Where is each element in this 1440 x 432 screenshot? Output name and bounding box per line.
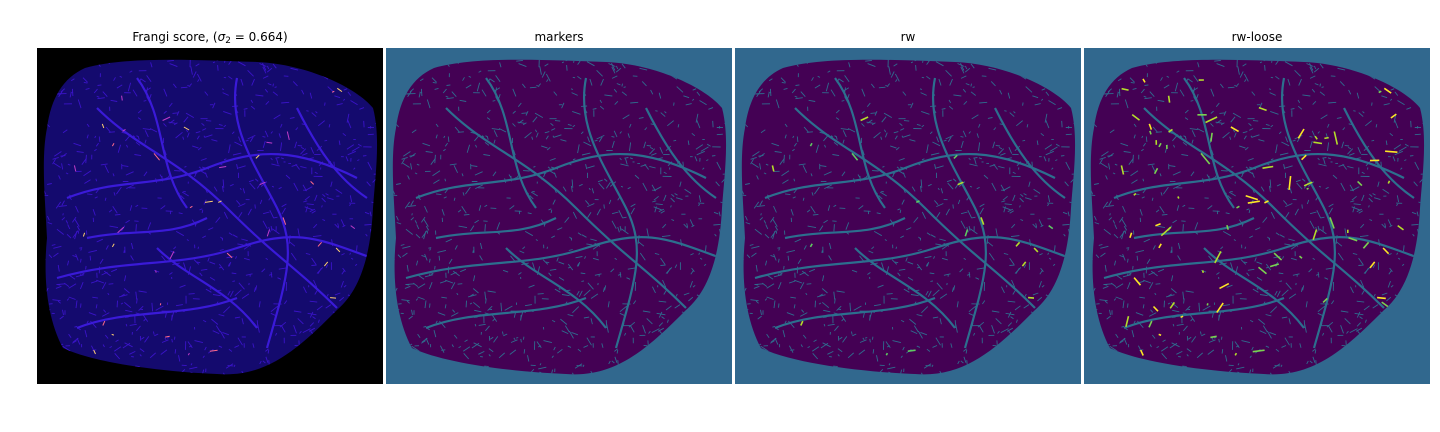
tissue-texture xyxy=(392,59,727,375)
vessel xyxy=(156,247,258,329)
vessel xyxy=(66,152,358,200)
vessel xyxy=(794,107,1036,309)
panel-title-frangi: Frangi score, (σ2 = 0.664) xyxy=(132,30,288,46)
vessel xyxy=(582,77,639,349)
vessel xyxy=(834,77,886,209)
vessel xyxy=(96,107,338,309)
panel-title-rw-loose: rw-loose xyxy=(1231,30,1283,44)
vessel xyxy=(1113,152,1405,200)
vessel xyxy=(1133,217,1255,240)
vessel xyxy=(405,235,722,280)
vessel xyxy=(645,107,717,199)
vessel xyxy=(136,77,188,209)
vessel xyxy=(76,296,238,330)
vessel xyxy=(854,247,956,329)
highlight-marks xyxy=(73,87,356,356)
vessel xyxy=(296,107,368,199)
markers-image xyxy=(386,48,732,384)
vessel xyxy=(505,247,607,329)
rw-loose-image xyxy=(1084,48,1430,384)
panel-title-rw: rw xyxy=(900,30,916,44)
frangi-score-image xyxy=(37,48,383,384)
highlight-marks xyxy=(771,116,1054,356)
rw-image xyxy=(735,48,1081,384)
vessel xyxy=(56,235,373,280)
vessel xyxy=(1280,77,1337,349)
vessel xyxy=(931,77,988,349)
vessel xyxy=(774,296,936,330)
vessel xyxy=(994,107,1066,199)
vessel xyxy=(1103,235,1420,280)
tissue-texture xyxy=(741,59,1076,375)
vessel xyxy=(425,296,587,330)
vessel xyxy=(445,107,687,309)
vessel xyxy=(1203,247,1305,329)
vessel xyxy=(415,152,707,200)
vessel xyxy=(764,152,1056,200)
vessel xyxy=(754,235,1071,280)
vessel xyxy=(1143,107,1385,309)
vessel xyxy=(485,77,537,209)
vessel xyxy=(233,77,290,349)
vessel xyxy=(1183,77,1235,209)
vessel xyxy=(1123,296,1285,330)
vessel xyxy=(784,217,906,240)
vessel xyxy=(86,217,208,240)
panel-title-markers: markers xyxy=(534,30,584,44)
highlight-marks xyxy=(1120,78,1404,356)
vessel xyxy=(435,217,557,240)
